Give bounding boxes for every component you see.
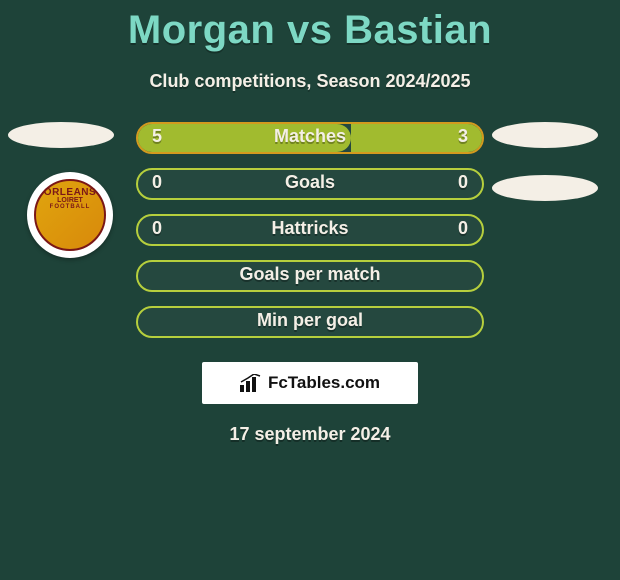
stat-bar: [136, 306, 484, 338]
stat-bar: [136, 122, 484, 154]
stat-bar: [136, 168, 484, 200]
stat-bar: [136, 214, 484, 246]
stat-row-hattricks: 0 Hattricks 0: [0, 214, 620, 260]
stat-value-left: 0: [152, 218, 162, 239]
stat-value-right: 0: [458, 172, 468, 193]
brand-label: FcTables.com: [268, 373, 380, 393]
stat-fill-left: [138, 124, 351, 152]
date-label: 17 september 2024: [0, 424, 620, 445]
stat-row-goals-per-match: Goals per match: [0, 260, 620, 306]
page-subtitle: Club competitions, Season 2024/2025: [0, 71, 620, 92]
stat-row-min-per-goal: Min per goal: [0, 306, 620, 352]
stats-container: ORLEANS LOIRET FOOTBALL 5 Matches 3 0 Go…: [0, 122, 620, 352]
page-title: Morgan vs Bastian: [0, 0, 620, 53]
stat-value-left: 0: [152, 172, 162, 193]
stat-bar: [136, 260, 484, 292]
stat-value-right: 3: [458, 126, 468, 147]
bar-chart-icon: [240, 374, 262, 392]
stat-value-right: 0: [458, 218, 468, 239]
stat-row-matches: 5 Matches 3: [0, 122, 620, 168]
stat-row-goals: 0 Goals 0: [0, 168, 620, 214]
stat-value-left: 5: [152, 126, 162, 147]
brand-box[interactable]: FcTables.com: [202, 362, 418, 404]
